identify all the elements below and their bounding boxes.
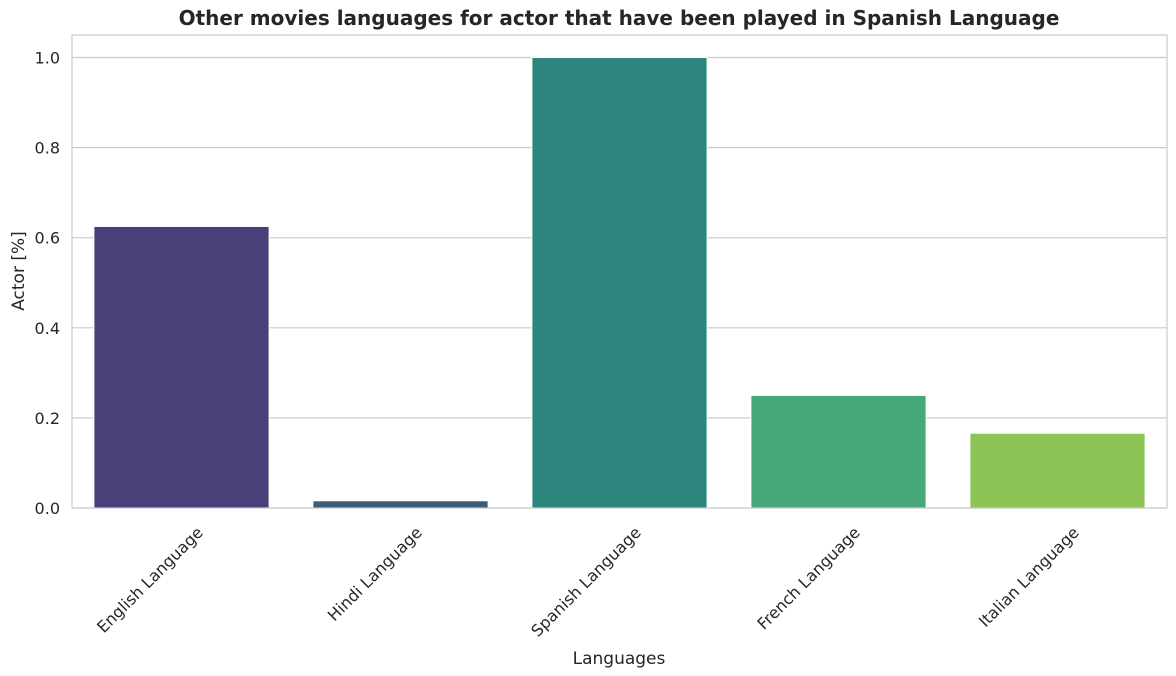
y-axis-label: Actor [%] — [9, 231, 29, 311]
bar-italian-language — [969, 432, 1146, 509]
bar-hindi-language — [312, 500, 489, 509]
x-tick-label: English Language — [93, 523, 207, 637]
x-axis-label: Languages — [573, 649, 666, 669]
x-tick-label: Spanish Language — [527, 523, 645, 641]
x-tick-label: Hindi Language — [324, 523, 426, 625]
bars — [93, 57, 1146, 509]
bar-french-language — [750, 394, 927, 509]
y-tick-label: 0.4 — [35, 319, 60, 338]
y-tick-label: 1.0 — [35, 49, 60, 68]
bar-spanish-language — [531, 57, 708, 509]
y-tick-label: 0.8 — [35, 139, 60, 158]
y-tick-label: 0.6 — [35, 229, 60, 248]
x-tick-label: French Language — [753, 523, 863, 633]
y-tick-label: 0.0 — [35, 499, 60, 518]
plot-frame — [71, 34, 1168, 509]
y-tick-labels: 0.0 0.2 0.4 0.6 0.8 1.0 — [35, 49, 60, 518]
x-tick-label: Italian Language — [975, 523, 1083, 631]
y-tick-label: 0.2 — [35, 409, 60, 428]
chart-title: Other movies languages for actor that ha… — [179, 6, 1060, 30]
x-tick-labels: English Language Hindi Language Spanish La… — [93, 523, 1083, 641]
bar-english-language — [93, 225, 270, 509]
